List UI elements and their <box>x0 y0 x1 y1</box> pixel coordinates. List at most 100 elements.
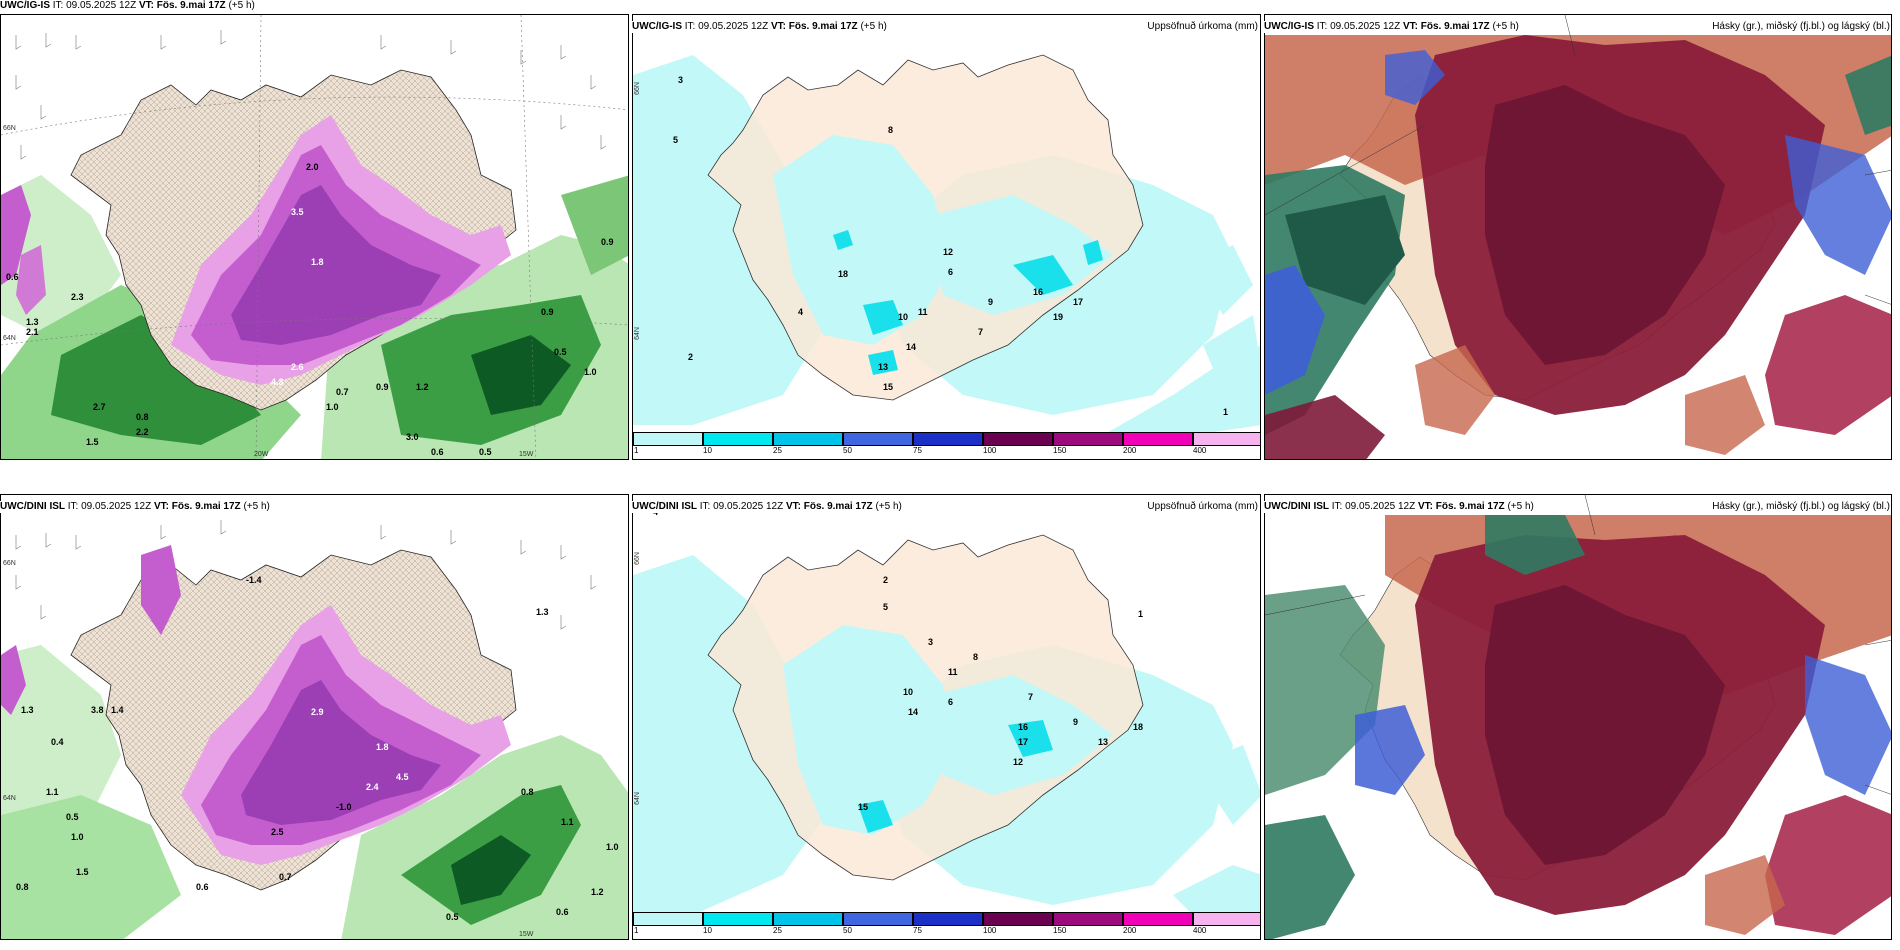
lat-label: 64N <box>3 795 16 802</box>
value-label: 12 <box>1013 757 1023 767</box>
value-label: 7 <box>978 327 983 337</box>
graticule <box>1 15 628 459</box>
value-label: 3.8 <box>91 705 104 715</box>
colorbar-box <box>773 432 843 446</box>
colorbar-tick: 75 <box>913 926 922 935</box>
colorbar-box <box>843 912 913 926</box>
vt-label: VT: <box>1417 501 1433 512</box>
value-label: 13 <box>1098 737 1108 747</box>
vt-label: VT: <box>1402 21 1418 32</box>
value-label: 1.0 <box>606 842 619 852</box>
lat-label: 64N <box>3 335 16 342</box>
value-label: 11 <box>948 667 958 677</box>
colorbar-tick: 10 <box>703 926 712 935</box>
green-areas <box>1 175 628 459</box>
wind-map: -1.4 2.9 1.8 2.4 4.5 1.3 0.8 1.1 0.5 1.0… <box>0 494 629 940</box>
value-label: 1.5 <box>76 867 89 877</box>
panel-title: UWC/IG-IS IT: 09.05.2025 12Z VT: Fös. 9.… <box>1264 21 1521 33</box>
value-label: 12 <box>943 247 953 257</box>
value-label: 2.1 <box>26 327 39 337</box>
value-label: 15 <box>858 802 868 812</box>
value-label: 1.5 <box>86 437 99 447</box>
value-label: 5 <box>883 602 888 612</box>
value-label: 0.5 <box>66 812 79 822</box>
value-label: 17 <box>1018 737 1028 747</box>
wind-map-svg: 2.0 3.5 1.8 0.9 0.5 1.0 2.7 0.8 2.2 3.0 … <box>1 15 628 459</box>
colorbar-tick: 400 <box>1193 926 1207 935</box>
cloud-map <box>1264 14 1892 460</box>
colorbar-tick: 75 <box>913 446 922 455</box>
it-value: 09.05.2025 12Z <box>698 21 769 32</box>
colorbar-tick: 25 <box>773 926 782 935</box>
lead-time: (+5 h) <box>228 0 255 11</box>
colorbar-tick: 50 <box>843 446 852 455</box>
lead-time: (+5 h) <box>875 501 902 512</box>
it-label: IT: <box>67 501 79 512</box>
value-label: 3.1 <box>296 392 309 402</box>
vt-label: VT: <box>153 501 169 512</box>
precip-map: 4 3 5 2 1 6 10 11 14 16 17 8 12 7 9 13 1… <box>632 494 1261 940</box>
it-label: IT: <box>1316 21 1328 32</box>
vt-value: Fös. 9.mai 17Z <box>803 501 873 512</box>
value-label: 7 <box>1028 692 1033 702</box>
value-label: 8 <box>888 125 893 135</box>
value-label: -1.4 <box>246 575 262 585</box>
wind-value-labels: 2.0 3.5 1.8 0.9 0.5 1.0 2.7 0.8 2.2 3.0 … <box>6 162 614 457</box>
value-label: 13 <box>878 362 888 372</box>
value-label: 3 <box>928 637 933 647</box>
it-value: 09.05.2025 12Z <box>66 0 137 11</box>
it-value: 09.05.2025 12Z <box>713 501 784 512</box>
value-label: 1.0 <box>584 367 597 377</box>
lon-label: 15W <box>519 451 534 458</box>
colorbar-tick: 150 <box>1053 926 1067 935</box>
lead-time: (+5 h) <box>243 501 270 512</box>
value-label: 1.8 <box>311 257 324 267</box>
cloud-map-svg <box>1265 495 1891 939</box>
vt-label: VT: <box>770 21 786 32</box>
wind-map: 2.0 3.5 1.8 0.9 0.5 1.0 2.7 0.8 2.2 3.0 … <box>0 14 629 460</box>
panel-title: UWC/IG-IS IT: 09.05.2025 12Z VT: Fös. 9.… <box>632 21 889 33</box>
value-label: 5 <box>673 135 678 145</box>
value-label: 2.6 <box>291 362 304 372</box>
value-label: 0.6 <box>556 907 569 917</box>
cloud-map <box>1264 494 1892 940</box>
it-value: 09.05.2025 12Z <box>1345 501 1416 512</box>
colorbar-box <box>1053 432 1123 446</box>
lat-label: 66N <box>3 560 16 567</box>
model-name: UWC/DINI ISL <box>1264 501 1329 512</box>
value-label: 2.4 <box>366 782 379 792</box>
it-label: IT: <box>52 0 64 11</box>
value-label: 0.6 <box>6 272 19 282</box>
vt-label: VT: <box>785 501 801 512</box>
vt-value: Fös. 9.mai 17Z <box>171 501 241 512</box>
value-label: 0.7 <box>336 387 349 397</box>
value-label: 6 <box>948 267 953 277</box>
colorbar-tick: 100 <box>983 446 997 455</box>
value-label: 2.7 <box>93 402 106 412</box>
cloud-panel-row1: UWC/IG-IS IT: 09.05.2025 12Z VT: Fös. 9.… <box>1264 14 1894 464</box>
value-label: 9 <box>988 297 993 307</box>
value-label: 1.4 <box>111 705 124 715</box>
lat-label: 66N <box>3 125 16 132</box>
value-label: 14 <box>908 707 918 717</box>
lat-label: 66N <box>633 82 641 95</box>
value-label: 1.8 <box>376 742 389 752</box>
colorbar-box <box>983 912 1053 926</box>
wind-panel-row2: UWC/DINI ISL IT: 09.05.2025 12Z VT: Fös.… <box>0 494 630 944</box>
it-label: IT: <box>1331 501 1343 512</box>
wind-value-labels: -1.4 2.9 1.8 2.4 4.5 1.3 0.8 1.1 0.5 1.0… <box>16 575 619 922</box>
green-areas <box>1 645 628 939</box>
lon-label: 20W <box>254 451 269 458</box>
precip-core <box>773 135 1113 375</box>
value-label: 2.3 <box>71 292 84 302</box>
colorbar-box <box>633 432 703 446</box>
precip-value-labels: 3 5 8 12 16 18 17 19 10 11 14 15 13 7 6 … <box>673 75 1228 417</box>
panel-title: UWC/DINI ISL IT: 09.05.2025 12Z VT: Fös.… <box>1264 501 1536 513</box>
panel-title: UWC/DINI ISL IT: 09.05.2025 12Z VT: Fös.… <box>632 501 904 513</box>
value-label: 1.2 <box>416 382 429 392</box>
value-label: 3 <box>678 75 683 85</box>
precip-map-svg: 4 3 5 2 1 6 10 11 14 16 17 8 12 7 9 13 1… <box>633 495 1260 939</box>
value-label: 16 <box>1033 287 1043 297</box>
colorbar-tick: 25 <box>773 446 782 455</box>
vt-label: VT: <box>138 0 154 11</box>
